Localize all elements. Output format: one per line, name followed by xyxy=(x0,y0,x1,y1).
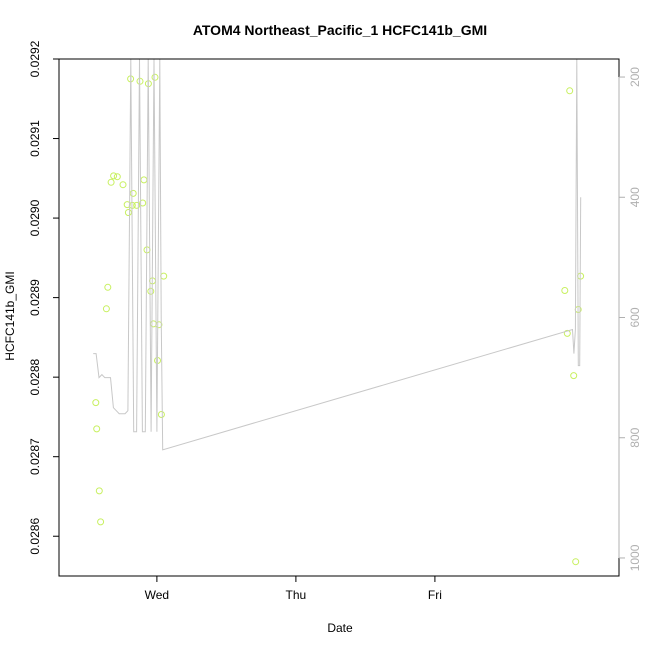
y-right-tick-label: 400 xyxy=(628,187,642,207)
y-right-tick-label: 200 xyxy=(628,67,642,87)
y-axis-left: 0.0286 0.0287 0.0288 0.0289 0.0290 0.0291 0.02… xyxy=(28,40,59,555)
data-point xyxy=(124,209,132,216)
y-left-tick-label: 0.0286 xyxy=(28,518,42,555)
data-point xyxy=(147,287,155,295)
data-point xyxy=(566,87,574,95)
x-axis: Wed Thu Fri xyxy=(145,576,442,602)
data-point xyxy=(92,399,100,407)
data-point xyxy=(97,518,105,526)
data-point xyxy=(572,558,580,566)
data-point xyxy=(95,487,103,495)
x-tick-label: Fri xyxy=(428,588,442,602)
data-point xyxy=(93,425,101,433)
y-right-tick-label: 800 xyxy=(628,427,642,447)
data-point xyxy=(133,201,141,209)
data-point xyxy=(123,201,131,209)
x-axis-label: Date xyxy=(327,621,353,635)
y-axis-label: HCFC141b_GMI xyxy=(3,271,17,360)
y-left-tick-label: 0.0289 xyxy=(28,279,42,316)
y-left-tick-label: 0.0290 xyxy=(28,199,42,236)
data-point xyxy=(157,411,165,418)
data-point xyxy=(561,287,569,294)
y-left-tick-label: 0.0288 xyxy=(28,358,42,395)
data-point xyxy=(102,305,110,313)
data-point xyxy=(110,172,118,180)
data-point xyxy=(160,272,168,280)
data-point xyxy=(129,189,137,197)
y-axis-right: 200 400 600 800 1000 xyxy=(618,67,642,571)
y-left-tick-label: 0.0287 xyxy=(28,438,42,475)
chart-title: ATOM4 Northeast_Pacific_1 HCFC141b_GMI xyxy=(193,22,487,38)
y-left-tick-label: 0.0292 xyxy=(28,40,42,77)
y-right-tick-label: 600 xyxy=(628,307,642,327)
x-tick-label: Wed xyxy=(145,588,169,602)
data-point xyxy=(563,329,571,337)
data-point xyxy=(570,372,578,380)
data-point xyxy=(119,181,127,189)
data-point xyxy=(151,73,159,81)
x-tick-label: Thu xyxy=(286,588,307,602)
data-point xyxy=(113,173,121,181)
data-point xyxy=(139,199,147,207)
y-right-tick-label: 1000 xyxy=(628,544,642,571)
data-point xyxy=(107,178,115,186)
plot-frame xyxy=(58,58,620,577)
data-point xyxy=(140,176,148,184)
y-left-tick-label: 0.0291 xyxy=(28,120,42,157)
pressure-line xyxy=(93,59,582,451)
data-point xyxy=(104,283,112,291)
